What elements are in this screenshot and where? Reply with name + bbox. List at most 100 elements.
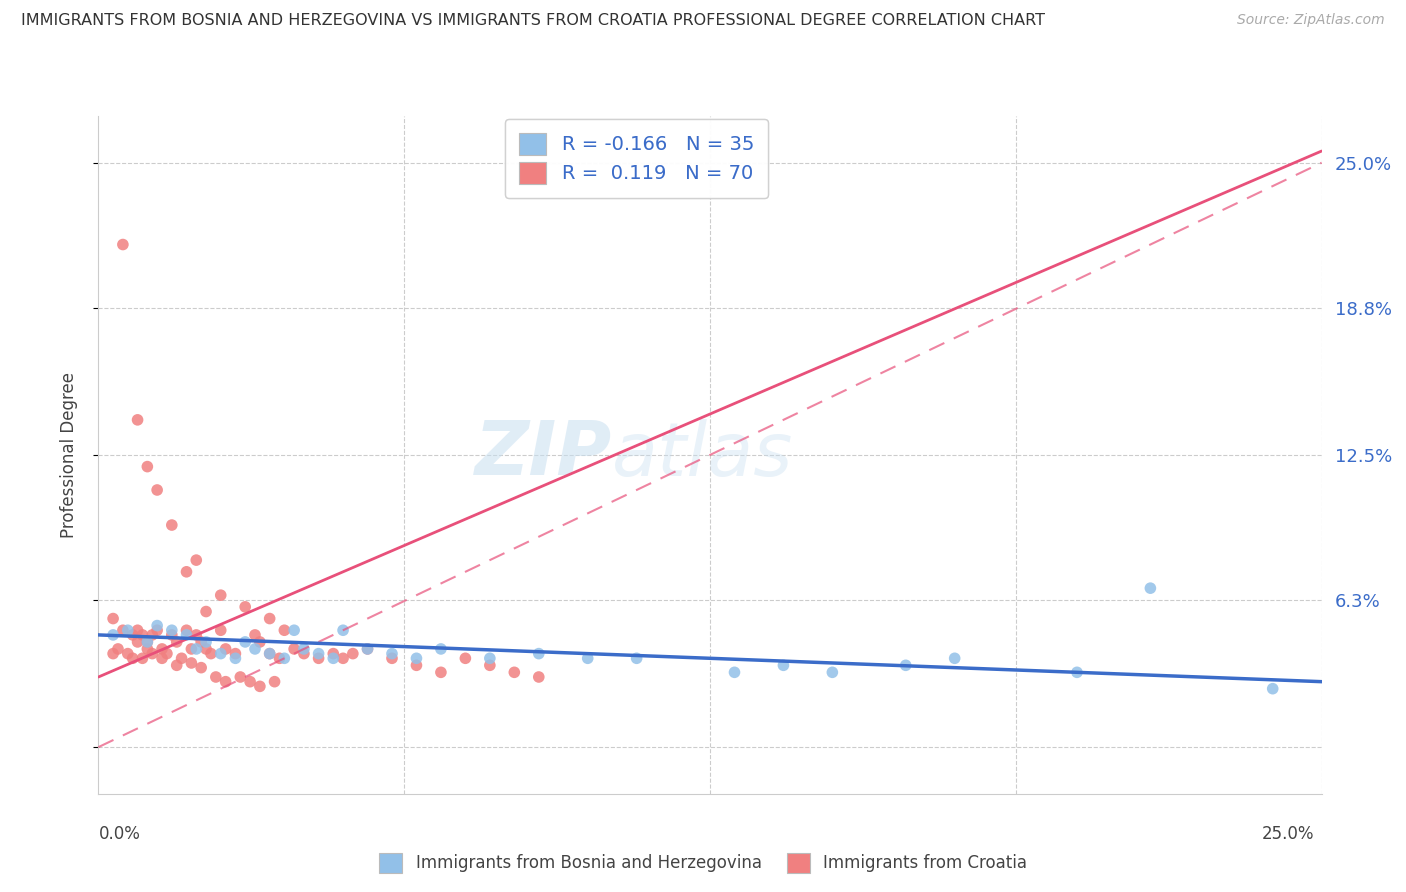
Point [308,651,330,665]
Point [243,642,266,657]
Point [205,670,228,684]
Point [136,459,159,474]
Point [249,679,271,693]
Point [283,642,305,657]
Point [209,624,232,638]
Point [356,642,378,657]
Point [405,658,427,673]
Point [141,628,163,642]
Text: ZIP: ZIP [475,418,612,491]
Point [111,624,134,638]
Point [259,647,281,661]
Point [209,647,232,661]
Point [136,642,159,657]
Point [136,635,159,649]
Point [263,674,285,689]
Point [150,642,173,657]
Point [430,642,453,657]
Point [127,635,149,649]
Point [576,651,599,665]
Point [209,588,232,602]
Point [121,628,143,642]
Point [478,651,501,665]
Point [224,651,246,665]
Point [195,605,218,619]
Point [527,670,550,684]
Point [249,635,271,649]
Point [136,635,159,649]
Point [101,611,124,625]
Text: Source: ZipAtlas.com: Source: ZipAtlas.com [1237,13,1385,28]
Point [233,635,256,649]
Point [292,642,315,657]
Point [200,647,222,661]
Point [101,647,124,661]
Point [243,628,266,642]
Point [332,624,354,638]
Point [170,651,193,665]
Point [259,647,281,661]
Point [190,635,212,649]
Point [127,624,149,638]
Point [1261,681,1284,696]
Point [430,665,453,680]
Point [292,647,315,661]
Point [117,624,139,638]
Point [141,647,163,661]
Point [322,651,344,665]
Point [111,237,134,252]
Point [381,647,404,661]
Point [107,642,129,657]
Point [156,647,179,661]
Point [723,665,745,680]
Point [186,628,208,642]
Point [160,518,183,533]
Point [166,658,188,673]
Text: 25.0%: 25.0% [1263,825,1315,843]
Point [273,624,295,638]
Point [259,611,281,625]
Point [233,599,256,614]
Y-axis label: Professional Degree: Professional Degree [59,372,77,538]
Point [176,565,198,579]
Point [186,553,208,567]
Point [322,647,344,661]
Point [308,647,330,661]
Point [150,651,173,665]
Legend: Immigrants from Bosnia and Herzegovina, Immigrants from Croatia: Immigrants from Bosnia and Herzegovina, … [373,847,1033,880]
Point [131,628,153,642]
Point [214,642,236,657]
Point [626,651,648,665]
Point [117,647,139,661]
Point [166,635,188,649]
Point [239,674,262,689]
Point [176,628,198,642]
Legend: R = -0.166   N = 35, R =  0.119   N = 70: R = -0.166 N = 35, R = 0.119 N = 70 [505,119,768,198]
Point [1139,581,1161,595]
Point [229,670,252,684]
Point [1066,665,1088,680]
Point [356,642,378,657]
Point [195,635,218,649]
Point [121,651,143,665]
Point [894,658,917,673]
Text: IMMIGRANTS FROM BOSNIA AND HERZEGOVINA VS IMMIGRANTS FROM CROATIA PROFESSIONAL D: IMMIGRANTS FROM BOSNIA AND HERZEGOVINA V… [21,13,1045,29]
Point [127,413,149,427]
Point [146,624,169,638]
Point [176,624,198,638]
Point [454,651,477,665]
Point [160,628,183,642]
Point [146,618,169,632]
Point [180,656,202,670]
Point [503,665,526,680]
Point [160,624,183,638]
Point [224,647,246,661]
Point [273,651,295,665]
Point [101,628,124,642]
Point [180,642,202,657]
Point [283,624,305,638]
Point [146,483,169,497]
Point [381,651,404,665]
Point [772,658,794,673]
Text: atlas: atlas [612,419,793,491]
